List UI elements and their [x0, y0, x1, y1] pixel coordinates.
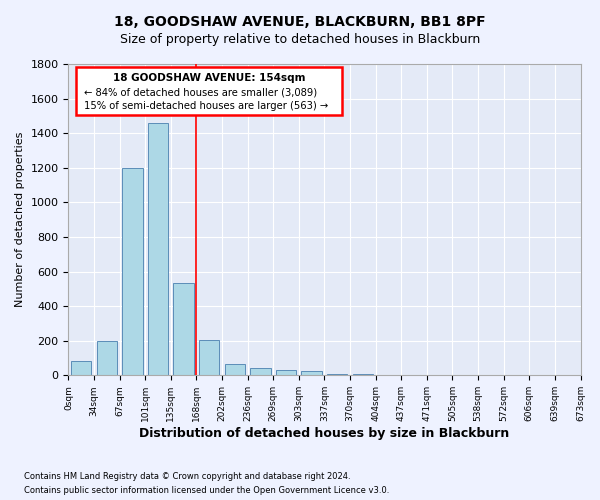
Bar [353, 374, 373, 376]
Text: Contains public sector information licensed under the Open Government Licence v3: Contains public sector information licen… [24, 486, 389, 495]
Bar [97, 341, 117, 376]
X-axis label: Distribution of detached houses by size in Blackburn: Distribution of detached houses by size … [139, 427, 509, 440]
Bar [148, 123, 168, 376]
Text: Contains HM Land Registry data © Crown copyright and database right 2024.: Contains HM Land Registry data © Crown c… [24, 472, 350, 481]
Bar [224, 364, 245, 376]
Bar [327, 374, 347, 376]
Bar [199, 340, 220, 376]
FancyBboxPatch shape [76, 67, 343, 116]
Text: ← 84% of detached houses are smaller (3,089): ← 84% of detached houses are smaller (3,… [84, 88, 317, 98]
Bar [276, 370, 296, 376]
Bar [71, 360, 91, 376]
Text: 18, GOODSHAW AVENUE, BLACKBURN, BB1 8PF: 18, GOODSHAW AVENUE, BLACKBURN, BB1 8PF [114, 15, 486, 29]
Bar [250, 368, 271, 376]
Bar [122, 168, 143, 376]
Bar [301, 371, 322, 376]
Bar [173, 283, 194, 376]
Text: 18 GOODSHAW AVENUE: 154sqm: 18 GOODSHAW AVENUE: 154sqm [113, 72, 305, 83]
Y-axis label: Number of detached properties: Number of detached properties [15, 132, 25, 308]
Text: 15% of semi-detached houses are larger (563) →: 15% of semi-detached houses are larger (… [84, 100, 328, 110]
Text: Size of property relative to detached houses in Blackburn: Size of property relative to detached ho… [120, 32, 480, 46]
